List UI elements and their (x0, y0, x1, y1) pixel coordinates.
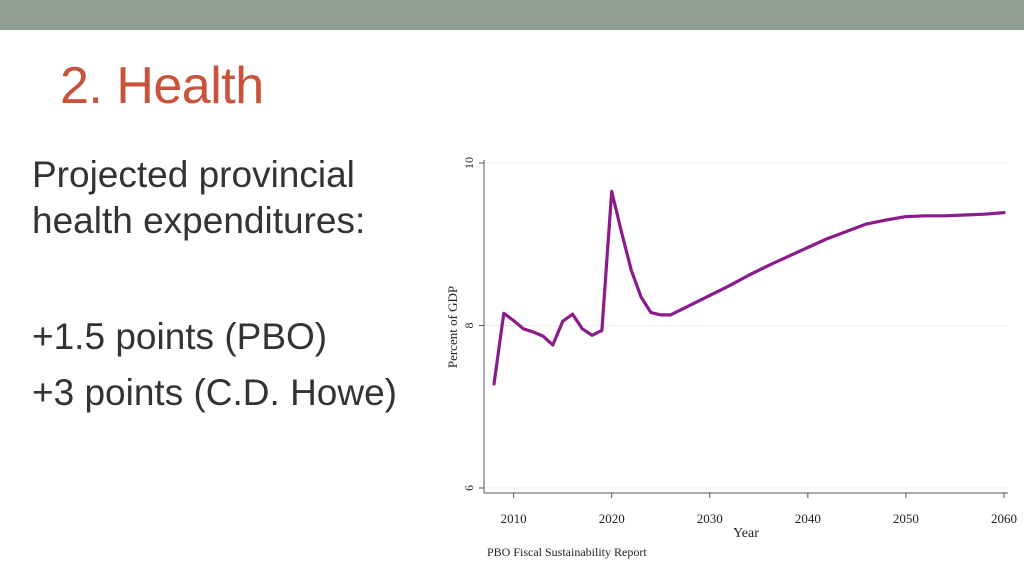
body-line-pbo: +1.5 points (PBO) (32, 316, 328, 357)
y-tick-label: 10 (462, 157, 476, 169)
x-tick-label: 2010 (501, 511, 527, 526)
x-axis-label: Year (733, 526, 759, 541)
body-line-1: Projected provincial (32, 154, 355, 195)
slide-title: 2. Health (60, 57, 264, 115)
y-axis-label: Percent of GDP (445, 286, 460, 368)
body-line-2: health expenditures: (32, 200, 366, 241)
source-note: PBO Fiscal Sustainability Report (487, 545, 647, 559)
y-tick-label: 6 (462, 485, 476, 491)
x-tick-label: 2020 (599, 511, 625, 526)
body-line-cd-howe: +3 points (C.D. Howe) (32, 372, 397, 413)
series-line (492, 189, 1006, 386)
y-tick-label: 8 (462, 323, 476, 329)
x-tick-label: 2060 (991, 511, 1017, 526)
x-tick-label: 2050 (893, 511, 919, 526)
health-expenditure-chart: 6 8 10 2010 2020 2030 2040 2050 2060 Year Percen… (445, 157, 1017, 559)
x-tick-label: 2030 (697, 511, 723, 526)
top-accent-bar (0, 0, 1024, 30)
x-tick-label: 2040 (795, 511, 821, 526)
